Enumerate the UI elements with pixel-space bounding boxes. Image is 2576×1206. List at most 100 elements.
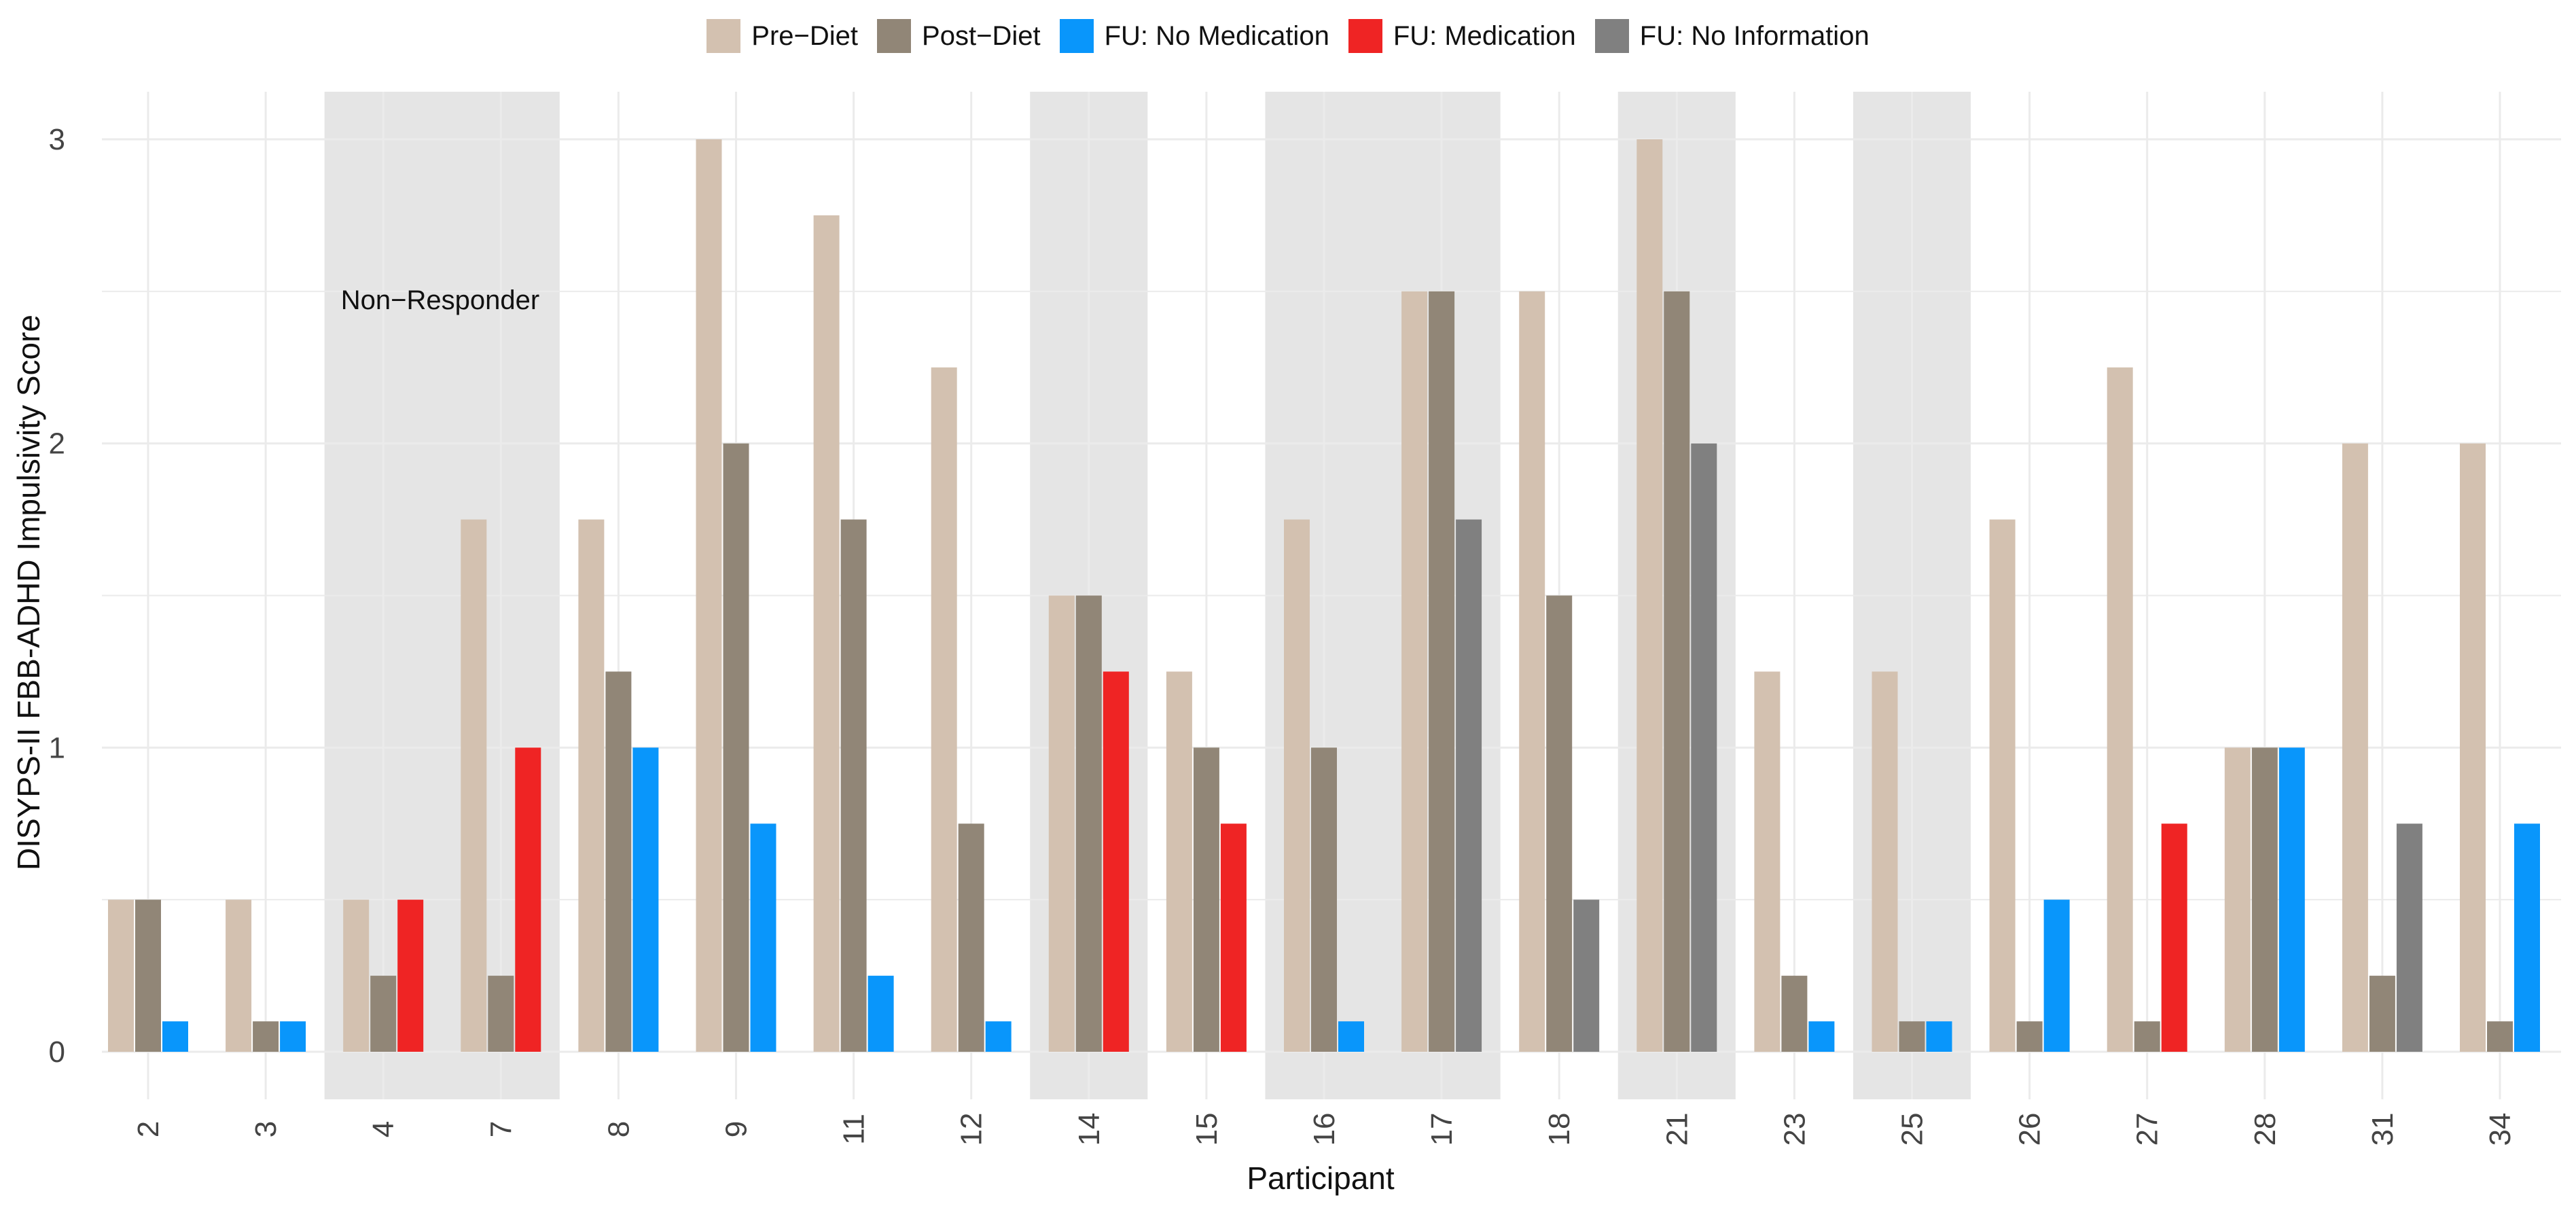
bar-18-fu-no-information xyxy=(1573,900,1600,1052)
bar-27-post-diet xyxy=(2134,1021,2160,1052)
x-tick-label: 11 xyxy=(838,1114,871,1145)
y-tick-label: 3 xyxy=(49,123,65,156)
bar-31-fu-no-information xyxy=(2396,823,2422,1052)
x-tick-label: 2 xyxy=(132,1121,165,1137)
bar-34-fu-no-medication xyxy=(2514,823,2540,1052)
bar-16-post-diet xyxy=(1311,747,1337,1052)
bar-23-pre-diet xyxy=(1754,671,1781,1052)
bar-7-post-diet xyxy=(488,976,514,1052)
bar-21-post-diet xyxy=(1664,291,1690,1052)
bar-15-pre-diet xyxy=(1166,671,1192,1052)
x-tick-label: 4 xyxy=(367,1121,400,1137)
legend: Pre−Diet Post−Diet FU: No Medication FU:… xyxy=(0,19,2576,53)
bar-16-pre-diet xyxy=(1284,519,1310,1052)
x-tick-label: 31 xyxy=(2366,1113,2399,1146)
bar-18-pre-diet xyxy=(1519,291,1545,1052)
bar-8-pre-diet xyxy=(578,519,605,1052)
x-tick-label: 27 xyxy=(2131,1113,2164,1146)
bar-31-post-diet xyxy=(2369,976,2395,1052)
bar-15-post-diet xyxy=(1193,747,1219,1052)
x-tick-label: 8 xyxy=(602,1121,635,1137)
bar-17-post-diet xyxy=(1429,291,1455,1052)
legend-label-fu-no-medication: FU: No Medication xyxy=(1104,20,1329,51)
legend-item-post-diet: Post−Diet xyxy=(877,19,1041,53)
x-tick-label: 9 xyxy=(720,1121,753,1137)
x-tick-label: 23 xyxy=(1778,1113,1811,1146)
x-axis-ticks: 2 3 4 7 8 9 11 12 14 15 16 17 18 21 23 25 26 27 28 31 34 xyxy=(132,1113,2517,1146)
x-tick-label: 3 xyxy=(249,1121,283,1137)
bar-4-post-diet xyxy=(370,976,397,1052)
legend-item-fu-medication: FU: Medication xyxy=(1348,19,1576,53)
bar-7-fu-medication xyxy=(515,747,541,1052)
x-tick-label: 25 xyxy=(1896,1113,1929,1146)
bar-9-post-diet xyxy=(723,443,749,1052)
legend-label-fu-medication: FU: Medication xyxy=(1393,20,1576,51)
bar-17-pre-diet xyxy=(1401,291,1428,1052)
x-tick-label: 34 xyxy=(2484,1113,2517,1146)
bar-28-post-diet xyxy=(2251,747,2278,1052)
x-tick-label: 28 xyxy=(2249,1113,2282,1146)
bar-2-fu-no-medication xyxy=(162,1021,188,1052)
x-tick-label: 14 xyxy=(1073,1113,1106,1146)
legend-label-post-diet: Post−Diet xyxy=(922,20,1041,51)
bar-21-fu-no-information xyxy=(1691,443,1717,1052)
bar-14-pre-diet xyxy=(1048,595,1075,1052)
bar-16-fu-no-medication xyxy=(1338,1021,1364,1052)
bar-11-fu-no-medication xyxy=(867,976,894,1052)
bar-25-pre-diet xyxy=(1872,671,1898,1052)
bar-14-fu-medication xyxy=(1103,671,1129,1052)
legend-swatch-post-diet xyxy=(877,19,912,53)
bar-4-pre-diet xyxy=(343,900,370,1052)
bar-28-pre-diet xyxy=(2224,747,2251,1052)
y-axis-ticks: 0 1 2 3 xyxy=(49,123,65,1069)
bar-27-pre-diet xyxy=(2107,367,2133,1052)
bar-9-fu-no-medication xyxy=(750,823,776,1052)
bar-2-post-diet xyxy=(135,900,161,1052)
bar-3-post-diet xyxy=(253,1021,279,1052)
bar-4-fu-medication xyxy=(397,900,424,1052)
bar-28-fu-no-medication xyxy=(2278,747,2305,1052)
bar-26-pre-diet xyxy=(1989,519,2016,1052)
y-tick-label: 1 xyxy=(49,731,65,764)
bar-23-fu-no-medication xyxy=(1808,1021,1835,1052)
bar-34-pre-diet xyxy=(2460,443,2486,1052)
y-tick-label: 0 xyxy=(49,1035,65,1069)
bar-34-post-diet xyxy=(2487,1021,2513,1052)
bar-17-fu-no-information xyxy=(1456,519,1482,1052)
bar-15-fu-medication xyxy=(1220,823,1247,1052)
legend-swatch-fu-medication xyxy=(1348,19,1382,53)
x-tick-label: 26 xyxy=(2014,1113,2047,1146)
bar-25-post-diet xyxy=(1899,1021,1925,1052)
x-axis-title: Participant xyxy=(1247,1160,1395,1196)
bar-12-post-diet xyxy=(958,823,984,1052)
bars-layer xyxy=(108,139,2540,1052)
bar-12-pre-diet xyxy=(931,367,957,1052)
bar-21-pre-diet xyxy=(1636,139,1663,1052)
bar-26-post-diet xyxy=(2016,1021,2043,1052)
bar-12-fu-no-medication xyxy=(985,1021,1012,1052)
bar-23-post-diet xyxy=(1781,976,1808,1052)
bar-27-fu-medication xyxy=(2161,823,2187,1052)
legend-swatch-fu-no-medication xyxy=(1059,19,1094,53)
bar-3-pre-diet xyxy=(226,900,252,1052)
legend-swatch-fu-no-information xyxy=(1594,19,1629,53)
x-tick-label: 7 xyxy=(484,1121,518,1137)
x-tick-label: 12 xyxy=(955,1113,988,1146)
bar-8-fu-no-medication xyxy=(632,747,659,1052)
legend-label-pre-diet: Pre−Diet xyxy=(751,20,859,51)
x-tick-label: 18 xyxy=(1543,1113,1576,1146)
legend-item-pre-diet: Pre−Diet xyxy=(706,19,858,53)
bar-26-fu-no-medication xyxy=(2043,900,2070,1052)
bar-18-post-diet xyxy=(1546,595,1573,1052)
bar-2-pre-diet xyxy=(108,900,134,1052)
x-tick-label: 16 xyxy=(1308,1113,1341,1146)
bar-11-pre-diet xyxy=(813,215,840,1052)
bar-7-pre-diet xyxy=(461,519,487,1052)
y-tick-label: 2 xyxy=(49,427,65,461)
non-responder-annotation: Non−Responder xyxy=(341,285,539,315)
bar-11-post-diet xyxy=(840,519,867,1052)
legend-item-fu-no-medication: FU: No Medication xyxy=(1059,19,1329,53)
bar-31-pre-diet xyxy=(2342,443,2368,1052)
